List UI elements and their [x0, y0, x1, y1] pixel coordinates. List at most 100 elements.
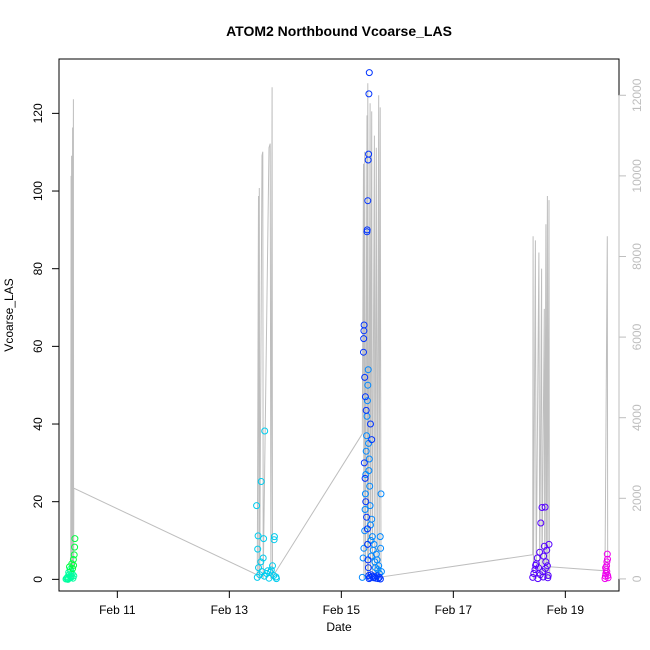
data-point [363, 226, 371, 234]
data-point [532, 561, 540, 569]
y-tick-label: 40 [31, 417, 45, 431]
data-point [365, 150, 373, 158]
data-point [358, 573, 366, 581]
data-point [375, 562, 383, 570]
y2-tick-label: 8000 [630, 243, 644, 270]
data-point [362, 498, 370, 506]
data-point [537, 519, 545, 527]
data-point [603, 550, 611, 558]
data-point [544, 574, 552, 582]
data-point [257, 478, 265, 485]
data-point [365, 69, 373, 77]
y2-tick-label: 0 [630, 575, 644, 582]
data-point [272, 575, 280, 583]
data-point [377, 490, 385, 498]
data-point [602, 564, 610, 572]
data-point [68, 560, 76, 568]
data-point [364, 381, 372, 389]
data-point [363, 397, 371, 405]
y-axis-label: Vcoarse_LAS [2, 278, 16, 351]
data-point [363, 513, 371, 521]
data-point [362, 447, 370, 455]
data-point [529, 573, 537, 581]
data-point [259, 554, 267, 562]
data-point [360, 544, 368, 552]
data-point [542, 565, 549, 572]
data-point [361, 474, 369, 482]
secondary-line-layer [70, 83, 609, 580]
data-point [365, 90, 373, 98]
y-tick-label: 60 [31, 339, 45, 353]
y2-tick-label: 2000 [630, 485, 644, 512]
data-point [375, 573, 383, 581]
y-tick-label: 80 [31, 262, 45, 276]
data-point [377, 544, 385, 552]
data-point [69, 565, 77, 572]
data-point [376, 533, 384, 541]
data-point [360, 335, 368, 343]
y-axis-left: 0 20 40 60 80 100 120 [31, 103, 60, 583]
data-point [361, 373, 369, 381]
x-axis-label: Date [326, 620, 352, 634]
data-point [64, 575, 72, 583]
data-point [261, 427, 269, 435]
data-point [70, 551, 78, 559]
data-point [364, 564, 372, 572]
data-point [269, 562, 276, 570]
data-point [366, 502, 374, 510]
data-point [364, 540, 372, 548]
data-point [360, 348, 367, 356]
data-point [367, 420, 374, 428]
x-tick-label: Feb 15 [323, 603, 361, 617]
data-point [364, 366, 372, 374]
data-point [254, 532, 262, 540]
x-tick-label: Feb 19 [547, 603, 585, 617]
data-point [604, 555, 611, 563]
data-point [71, 543, 79, 551]
data-point [360, 321, 368, 329]
y2-tick-label: 12000 [630, 78, 644, 112]
y-tick-label: 0 [31, 576, 45, 583]
data-point [361, 506, 369, 513]
data-point [538, 504, 546, 511]
x-tick-label: Feb 17 [435, 603, 473, 617]
data-point [530, 570, 538, 577]
x-axis: Feb 11 Feb 13 Feb 15 Feb 17 Feb 19 [99, 590, 585, 617]
data-point [533, 554, 541, 562]
chart-title: ATOM2 Northbound Vcoarse_LAS [226, 23, 452, 39]
data-point [364, 197, 372, 205]
data-point [536, 548, 544, 556]
data-point [376, 575, 384, 583]
data-point [363, 432, 371, 440]
data-point [542, 558, 550, 566]
data-point [363, 525, 371, 533]
y-tick-label: 120 [31, 103, 45, 123]
data-point [366, 482, 374, 490]
data-point [364, 556, 372, 564]
data-point [270, 533, 278, 541]
data-point [270, 536, 278, 544]
data-point [539, 573, 547, 581]
data-point [361, 490, 369, 498]
data-point [361, 393, 369, 401]
data-point [603, 568, 611, 576]
data-point [377, 568, 385, 576]
data-point [543, 546, 551, 554]
data-point [365, 455, 373, 463]
data-point [362, 406, 370, 414]
x-tick-label: Feb 13 [211, 603, 249, 617]
data-point [540, 552, 548, 560]
data-point [260, 535, 268, 543]
data-point [254, 545, 262, 553]
secondary-series-line [70, 83, 609, 580]
data-point [266, 568, 274, 576]
y2-tick-label: 4000 [630, 404, 644, 431]
data-point [368, 533, 376, 541]
data-point [255, 564, 262, 572]
y-tick-label: 100 [31, 181, 45, 201]
y-axis-right: 0 2000 4000 6000 8000 10000 12000 [618, 78, 644, 582]
points-layer [62, 69, 612, 583]
data-point [365, 467, 373, 475]
